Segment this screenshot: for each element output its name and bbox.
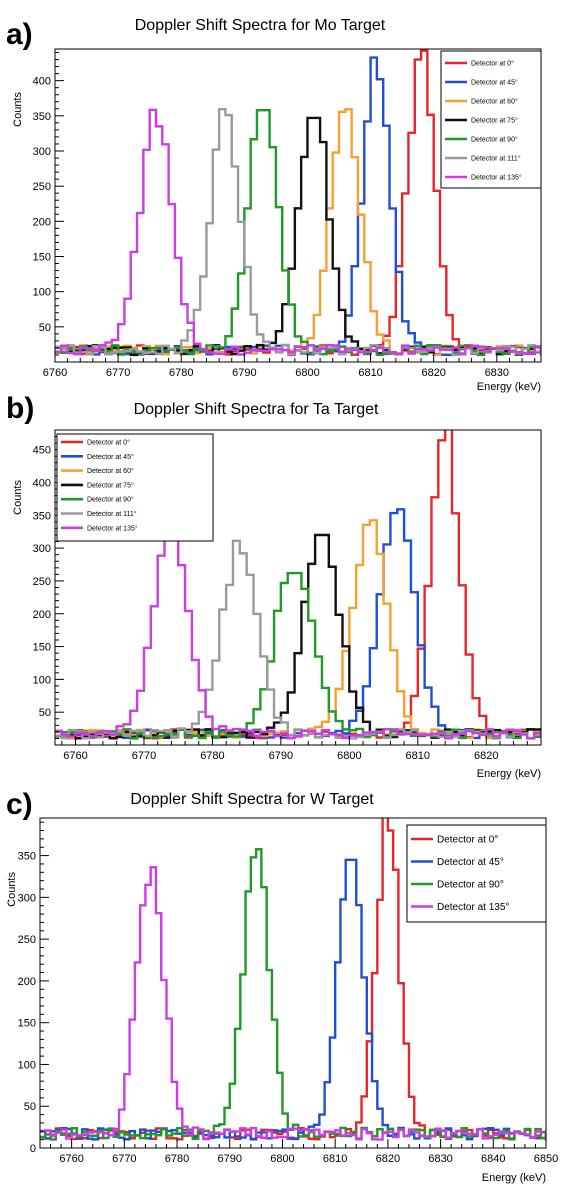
legend-entry: Detector at 45° bbox=[87, 453, 134, 461]
y-tick-label: 450 bbox=[33, 445, 51, 457]
x-tick-label: 6760 bbox=[43, 367, 67, 379]
y-tick-label: 150 bbox=[18, 1018, 36, 1030]
y-tick-label: 0 bbox=[30, 1143, 36, 1155]
legend-entry: Detector at 0° bbox=[437, 835, 498, 846]
y-tick-label: 100 bbox=[33, 287, 51, 299]
y-tick-label: 150 bbox=[33, 642, 51, 654]
y-tick-label: 50 bbox=[39, 322, 51, 334]
y-tick-label: 200 bbox=[18, 976, 36, 988]
series-line bbox=[55, 573, 548, 738]
y-tick-label: 250 bbox=[33, 576, 51, 588]
legend-entry: Detector at 45° bbox=[471, 78, 518, 86]
legend-entry: Detector at 90° bbox=[437, 880, 504, 891]
x-tick-label: 6820 bbox=[421, 367, 445, 379]
y-tick-label: 300 bbox=[33, 543, 51, 555]
y-tick-label: 200 bbox=[33, 609, 51, 621]
y-tick-label: 50 bbox=[39, 707, 51, 719]
y-axis-label: Counts bbox=[12, 92, 24, 127]
x-tick-label: 6790 bbox=[232, 367, 256, 379]
legend-entry: Detector at 0° bbox=[471, 59, 514, 67]
x-tick-label: 6850 bbox=[534, 1153, 558, 1165]
legend-entry: Detector at 75° bbox=[87, 481, 134, 489]
x-tick-label: 6760 bbox=[59, 1153, 83, 1165]
legend-entry: Detector at 0° bbox=[87, 438, 130, 446]
chart-title: Doppler Shift Spectra for W Target bbox=[130, 791, 374, 808]
legend-entry: Detector at 111° bbox=[87, 510, 137, 518]
panel-label: b) bbox=[6, 392, 34, 425]
legend-entry: Detector at 90° bbox=[471, 135, 518, 143]
y-tick-label: 400 bbox=[33, 76, 51, 88]
legend: Detector at 0° Detector at 45° Detector at… bbox=[441, 51, 541, 188]
x-tick-label: 6800 bbox=[295, 367, 319, 379]
x-tick-label: 6790 bbox=[269, 750, 293, 762]
legend: Detector at 0° Detector at 45° Detector at… bbox=[407, 825, 546, 922]
chart-panel-1: a) Doppler Shift Spectra for Mo Target Cou… bbox=[6, 17, 547, 393]
legend-entry: Detector at 45° bbox=[437, 857, 504, 868]
chart-title: Doppler Shift Spectra for Mo Target bbox=[135, 17, 386, 34]
series-line bbox=[55, 535, 548, 738]
x-axis-label: Energy (keV) bbox=[482, 1172, 546, 1184]
chart-panel-2: b) Doppler Shift Spectra for Ta Target Cou… bbox=[6, 392, 548, 780]
legend-entry: Detector at 135° bbox=[437, 902, 509, 913]
chart-title: Doppler Shift Spectra for Ta Target bbox=[134, 401, 379, 418]
legend-entry: Detector at 111° bbox=[471, 154, 521, 162]
y-axis-label: Counts bbox=[12, 480, 24, 515]
x-tick-label: 6770 bbox=[112, 1153, 136, 1165]
x-tick-label: 6820 bbox=[376, 1153, 400, 1165]
x-tick-label: 6810 bbox=[358, 367, 382, 379]
x-tick-label: 6790 bbox=[218, 1153, 242, 1165]
x-tick-label: 6770 bbox=[132, 750, 156, 762]
y-tick-label: 250 bbox=[33, 181, 51, 193]
y-tick-label: 200 bbox=[33, 216, 51, 228]
legend-entry: Detector at 135° bbox=[471, 173, 522, 181]
x-tick-label: 6820 bbox=[474, 750, 498, 762]
legend-entry: Detector at 75° bbox=[471, 116, 518, 124]
x-axis-label: Energy (keV) bbox=[477, 768, 541, 780]
y-tick-label: 150 bbox=[33, 251, 51, 263]
y-tick-label: 400 bbox=[33, 478, 51, 490]
x-tick-label: 6830 bbox=[428, 1153, 452, 1165]
y-axis-label: Counts bbox=[6, 872, 18, 907]
y-tick-label: 50 bbox=[24, 1101, 36, 1113]
x-tick-label: 6770 bbox=[106, 367, 130, 379]
x-axis-label: Energy (keV) bbox=[477, 381, 541, 393]
x-tick-label: 6830 bbox=[485, 367, 509, 379]
chart-panel-3: c) Doppler Shift Spectra for W Target Coun… bbox=[6, 788, 558, 1184]
x-tick-label: 6800 bbox=[337, 750, 361, 762]
y-tick-label: 100 bbox=[33, 674, 51, 686]
x-tick-label: 6800 bbox=[270, 1153, 294, 1165]
legend-entry: Detector at 135° bbox=[87, 524, 138, 532]
x-tick-label: 6780 bbox=[200, 750, 224, 762]
y-tick-label: 100 bbox=[18, 1059, 36, 1071]
legend-entry: Detector at 60° bbox=[87, 467, 134, 475]
legend-entry: Detector at 90° bbox=[87, 496, 134, 504]
y-tick-label: 350 bbox=[33, 111, 51, 123]
y-tick-label: 300 bbox=[33, 146, 51, 158]
panel-label: a) bbox=[6, 18, 33, 51]
y-tick-label: 350 bbox=[33, 510, 51, 522]
y-tick-label: 250 bbox=[18, 934, 36, 946]
x-tick-label: 6760 bbox=[63, 750, 87, 762]
legend-entry: Detector at 60° bbox=[471, 97, 518, 105]
y-tick-label: 300 bbox=[18, 892, 36, 904]
x-tick-label: 6780 bbox=[169, 367, 193, 379]
legend: Detector at 0° Detector at 45° Detector at… bbox=[57, 434, 213, 541]
y-tick-label: 350 bbox=[18, 851, 36, 863]
x-tick-label: 6840 bbox=[481, 1153, 505, 1165]
x-tick-label: 6780 bbox=[165, 1153, 189, 1165]
x-tick-label: 6810 bbox=[323, 1153, 347, 1165]
panel-label: c) bbox=[6, 788, 33, 821]
x-tick-label: 6810 bbox=[406, 750, 430, 762]
